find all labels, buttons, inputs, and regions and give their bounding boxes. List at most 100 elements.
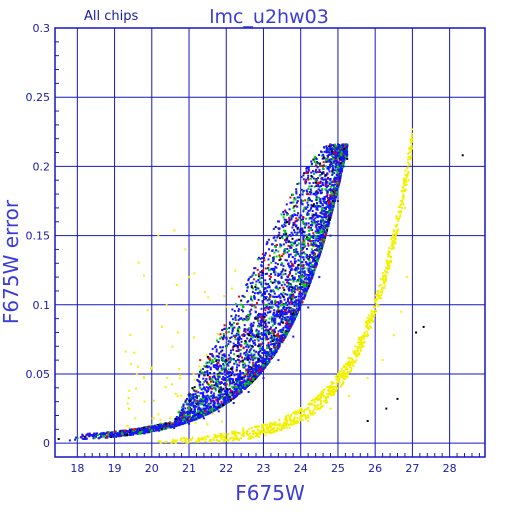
- yellow-point: [234, 432, 237, 435]
- yellow-point: [397, 219, 400, 222]
- green-point: [213, 387, 216, 389]
- red-point: [293, 221, 296, 224]
- blue-point: [234, 316, 237, 319]
- blue-point: [324, 212, 327, 215]
- blue-point: [302, 258, 305, 261]
- green-point: [291, 244, 294, 247]
- blue-point: [279, 335, 282, 338]
- black-point: [218, 352, 221, 355]
- yellow-point: [269, 428, 272, 431]
- blue-point: [192, 397, 195, 400]
- yellow-point: [248, 427, 251, 430]
- blue-point: [265, 296, 268, 299]
- green-point: [315, 197, 318, 200]
- blue-point: [273, 309, 276, 312]
- yellow-point: [270, 431, 273, 434]
- blue-point: [286, 304, 289, 306]
- black-point: [195, 403, 198, 406]
- blue-point: [293, 251, 296, 253]
- green-point: [298, 288, 301, 291]
- yellow-point: [399, 211, 402, 214]
- green-point: [239, 386, 242, 389]
- yellow-point: [233, 438, 235, 441]
- blue-point: [240, 340, 243, 343]
- blue-point: [212, 396, 215, 399]
- blue-point: [319, 189, 321, 192]
- blue-point: [255, 350, 258, 353]
- yellow-point: [359, 336, 362, 339]
- blue-point: [305, 222, 308, 225]
- yellow-point: [323, 388, 326, 391]
- blue-point: [81, 437, 84, 440]
- yellow-point: [179, 374, 182, 377]
- green-point: [292, 289, 295, 292]
- blue-point: [321, 212, 324, 215]
- blue-point: [317, 192, 320, 195]
- yellow-point: [283, 421, 286, 424]
- green-point: [302, 208, 305, 211]
- yellow-point: [331, 391, 334, 394]
- blue-point: [327, 159, 330, 162]
- blue-point: [274, 273, 277, 276]
- red-point: [211, 399, 214, 402]
- blue-point: [336, 188, 339, 191]
- green-point: [251, 336, 254, 339]
- green-point: [227, 331, 230, 334]
- blue-point: [285, 203, 288, 206]
- yellow-point: [337, 372, 339, 375]
- blue-point: [268, 306, 271, 308]
- yellow-point: [376, 292, 379, 295]
- green-point: [335, 145, 337, 148]
- blue-point: [291, 214, 294, 217]
- yellow-point: [337, 379, 340, 382]
- blue-point: [223, 334, 225, 337]
- blue-point: [204, 400, 207, 403]
- yellow-point: [337, 380, 340, 383]
- blue-point: [261, 352, 264, 354]
- yellow-point: [266, 428, 268, 431]
- red-point: [277, 341, 280, 344]
- blue-point: [326, 151, 329, 154]
- yellow-point: [332, 386, 335, 389]
- yellow-point: [293, 412, 296, 414]
- yellow-point: [293, 421, 296, 424]
- blue-point: [298, 308, 301, 311]
- red-point: [326, 215, 329, 218]
- blue-point: [204, 404, 206, 407]
- blue-point: [301, 261, 304, 263]
- yellow-point: [343, 365, 345, 367]
- red-point: [206, 382, 209, 385]
- blue-point: [294, 214, 297, 216]
- blue-point: [242, 376, 245, 379]
- blue-point: [176, 418, 179, 421]
- yellow-point: [399, 203, 402, 206]
- blue-point: [333, 179, 336, 182]
- green-point: [333, 186, 336, 188]
- blue-point: [268, 285, 271, 288]
- yellow-point: [390, 238, 393, 241]
- blue-point: [319, 171, 321, 173]
- yellow-point: [319, 406, 322, 408]
- yellow-point: [357, 341, 359, 344]
- yellow-point: [278, 422, 281, 425]
- blue-point: [320, 215, 323, 218]
- green-point: [202, 409, 204, 411]
- yellow-point: [222, 439, 225, 442]
- red-point: [286, 281, 288, 284]
- blue-point: [337, 144, 340, 147]
- green-point: [300, 248, 303, 251]
- yellow-point: [391, 241, 393, 244]
- blue-point: [305, 189, 308, 192]
- blue-point: [299, 193, 301, 196]
- blue-point: [215, 355, 218, 358]
- blue-point: [111, 434, 114, 437]
- blue-point: [237, 379, 240, 382]
- blue-point: [334, 198, 337, 201]
- blue-point: [316, 220, 318, 223]
- blue-point: [294, 260, 297, 263]
- black-point: [257, 275, 260, 278]
- yellow-point: [128, 427, 131, 430]
- blue-point: [250, 325, 253, 328]
- blue-point: [302, 256, 305, 259]
- blue-point: [312, 237, 315, 239]
